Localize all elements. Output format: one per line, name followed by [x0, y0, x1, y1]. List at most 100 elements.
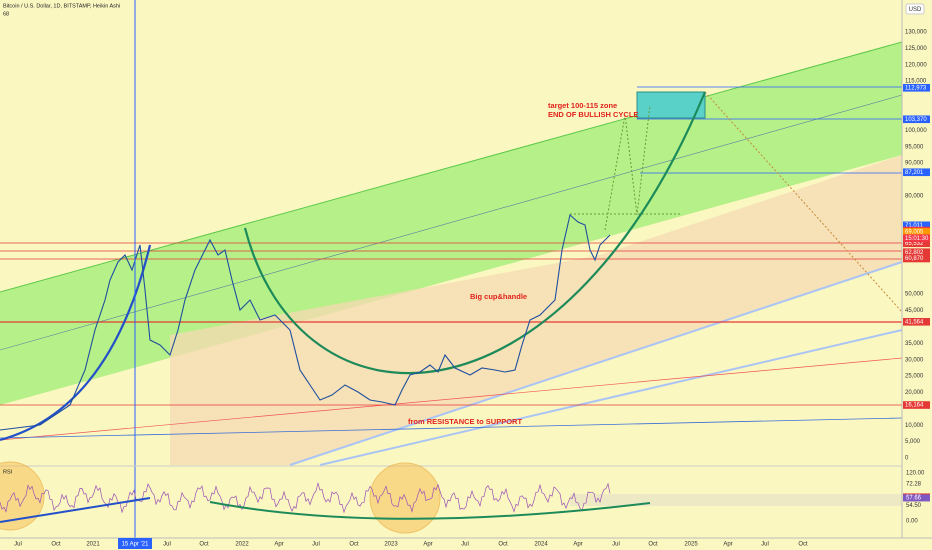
symbol: Bitcoin / U.S. Dollar, 1D, BITSTAMP, Hei…	[3, 3, 120, 9]
currency-button[interactable]	[905, 3, 925, 15]
support-line-2	[319, 329, 903, 466]
rsi-tag-label: 72.28	[906, 482, 922, 488]
projection	[704, 91, 903, 313]
price-label: 0	[905, 456, 909, 462]
rsi-tag	[903, 494, 930, 502]
time-label: Oct	[498, 542, 508, 548]
trend-blue	[0, 417, 903, 439]
price-label: 125,000	[905, 46, 927, 52]
price-label: 35,000	[905, 341, 924, 347]
blue-curve	[0, 244, 152, 442]
indicator: 68	[3, 11, 9, 17]
currency: USD	[909, 7, 922, 13]
price-label: 45,000	[905, 308, 924, 314]
price-axis	[902, 0, 932, 550]
price-tag	[903, 168, 930, 177]
price-line	[0, 213, 611, 431]
countdown-tag	[903, 234, 930, 242]
price-label: 100,000	[905, 128, 927, 134]
time-label: Jul	[612, 542, 620, 548]
price-label: 50,000	[905, 292, 924, 298]
price-tag-label: 69,005	[905, 229, 924, 235]
rsi-tag-label: 57.66	[906, 496, 922, 502]
rsi-highlight	[369, 462, 441, 534]
price-label: 25,000	[905, 374, 924, 380]
rsi-band	[570, 494, 902, 506]
trend-red	[0, 357, 903, 441]
price-tag	[903, 317, 930, 326]
rsi-tag	[903, 501, 930, 509]
time-label: 2024	[534, 542, 548, 548]
time-label: Oct	[648, 542, 658, 548]
price-tag	[903, 228, 930, 236]
time-label: Apr	[573, 542, 582, 548]
time-label: Jul	[14, 542, 22, 548]
price-label: 95,000	[905, 144, 924, 150]
cup-curve	[243, 91, 707, 375]
price-tag	[903, 115, 930, 124]
time-label: Oct	[51, 542, 61, 548]
price-tag-label: 60,870	[905, 256, 924, 262]
rsi-label: 0.00	[906, 519, 918, 525]
time-label: Jul	[312, 542, 320, 548]
time-label: Apr	[723, 542, 732, 548]
time-label: Jul	[163, 542, 171, 548]
channel-top	[0, 41, 903, 293]
time-label: Oct	[199, 542, 209, 548]
rsi-tag-label: 54.50	[906, 503, 922, 509]
time-label: Jul	[761, 542, 769, 548]
price-label: 130,000	[905, 30, 927, 36]
time-label: Apr	[274, 542, 283, 548]
target-box	[636, 91, 706, 119]
peach-zone	[170, 155, 902, 465]
cursor-date: 15 Apr '21	[122, 542, 149, 548]
price-label: 20,000	[905, 390, 924, 396]
price-tag-label: 112,973	[905, 85, 927, 91]
time-label: 2022	[235, 542, 249, 548]
price-label: 10,000	[905, 423, 924, 429]
annotation: END OF BULLISH CYCLE	[548, 110, 638, 119]
price-tag-label: 62,802	[905, 250, 924, 256]
price-tag	[903, 401, 930, 409]
price-label: 120,000	[905, 62, 927, 68]
rsi-highlight	[0, 461, 45, 531]
rsi-line	[0, 481, 611, 514]
time-label: 2025	[684, 542, 698, 548]
h-lines	[0, 242, 902, 406]
price-tag	[903, 248, 930, 257]
price-tag	[903, 83, 930, 92]
price-tag-label: 103,370	[905, 117, 927, 123]
rsi-green	[209, 501, 651, 520]
rsi-blue	[0, 497, 151, 523]
time-label: Oct	[798, 542, 808, 548]
price-label: 30,000	[905, 357, 924, 363]
green-channel	[0, 42, 902, 405]
channel-mid	[0, 94, 903, 351]
time-label: 2023	[384, 542, 398, 548]
price-tag-label: 16,164	[905, 403, 924, 409]
price-label: 80,000	[905, 193, 924, 199]
rsi-label: 120.00	[906, 471, 925, 477]
target-lines	[637, 86, 902, 174]
price-label: 115,000	[905, 79, 927, 85]
countdown: 15:01:30	[905, 236, 929, 242]
rsi-tag	[903, 480, 930, 488]
time-label: Apr	[423, 542, 432, 548]
time-label: 2021	[86, 542, 100, 548]
annotation: target 100-115 zone	[548, 101, 617, 110]
time-label: Jul	[461, 542, 469, 548]
time-label: Oct	[349, 542, 359, 548]
price-tag-label: 71,011	[905, 223, 924, 229]
annotation: Big cup&handle	[470, 292, 527, 301]
price-tag	[903, 254, 930, 263]
projection-path	[570, 104, 680, 231]
annotation: from RESISTANCE to SUPPORT	[408, 417, 522, 426]
price-tag-label: 65,532	[905, 241, 924, 247]
price-tag-label: 41,564	[905, 319, 924, 325]
price-tag-label: 87,201	[905, 170, 924, 176]
rsi-title: RSI	[3, 469, 13, 475]
support-line	[289, 261, 903, 466]
price-tag	[903, 221, 930, 230]
price-label: 5,000	[905, 439, 921, 445]
